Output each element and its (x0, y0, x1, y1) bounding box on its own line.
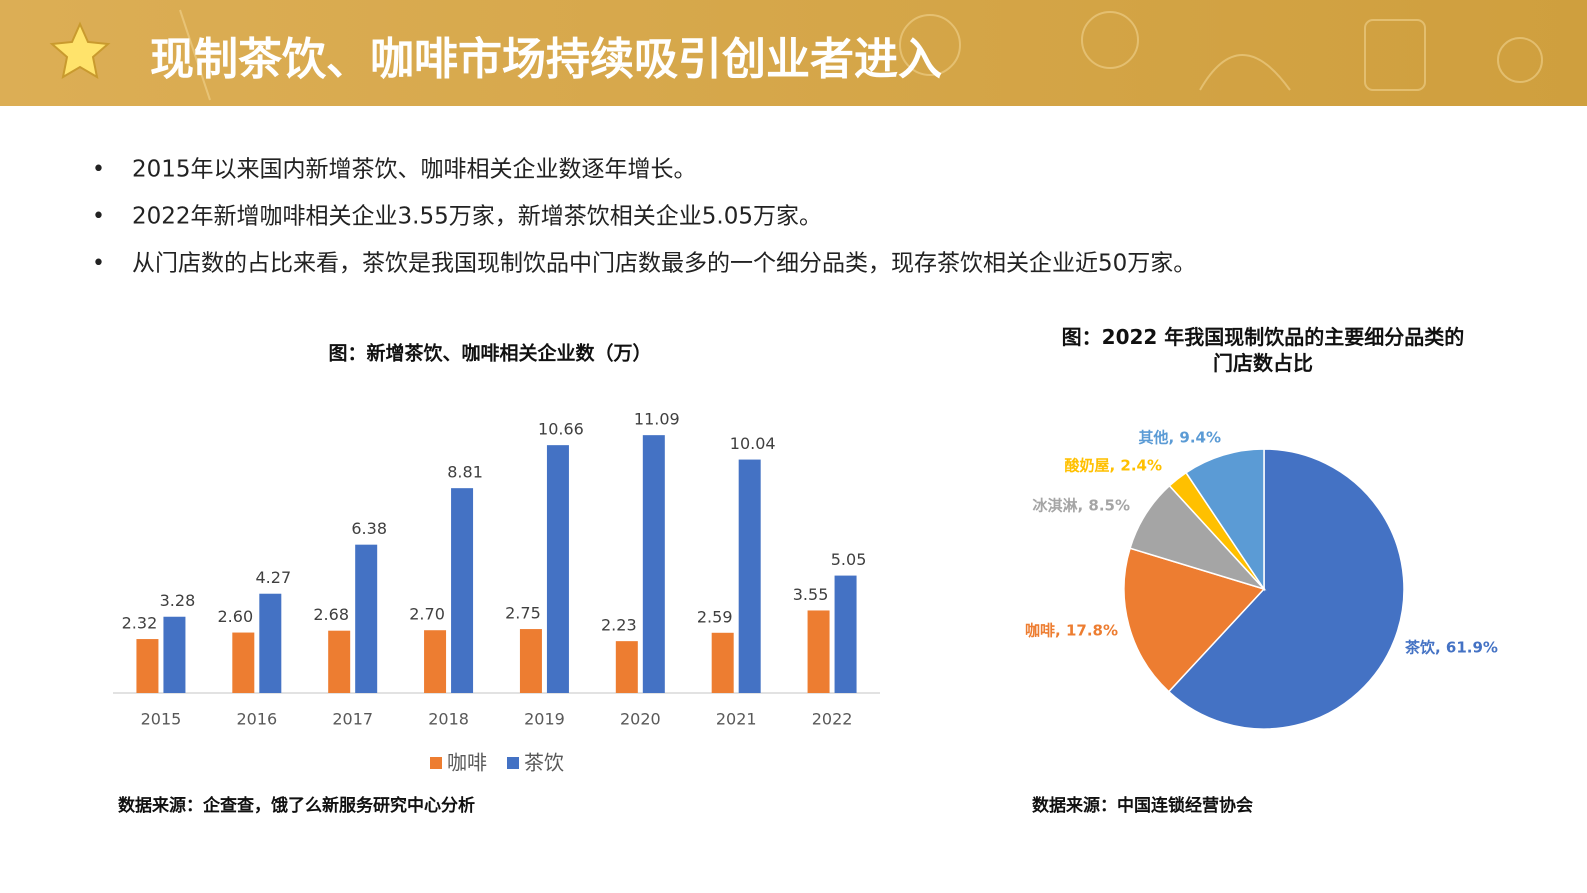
data-label: 茶饮, 61.9% (1405, 639, 1498, 657)
bar (642, 435, 665, 693)
legend-swatch (507, 757, 519, 769)
x-tick-label: 2021 (716, 710, 757, 729)
source-note: 数据来源：企查查，饿了么新服务研究中心分析 (118, 795, 475, 816)
bar (355, 544, 378, 693)
bar (259, 593, 282, 693)
bar (834, 575, 857, 693)
data-label: 6.38 (351, 519, 387, 538)
data-label: 其他, 9.4% (1138, 429, 1221, 447)
data-label: 2.59 (697, 607, 733, 626)
x-tick-label: 2017 (332, 710, 373, 729)
bullet-dot: • (92, 204, 105, 229)
bar (136, 639, 159, 693)
data-label: 11.09 (634, 410, 680, 429)
bullet-text: 2022年新增咖啡相关企业3.55万家，新增茶饮相关企业5.05万家。 (132, 204, 822, 230)
data-label: 2.60 (218, 607, 254, 626)
legend-label: 咖啡 (447, 751, 487, 775)
data-label: 酸奶屋, 2.4% (1064, 457, 1162, 475)
header-band (0, 0, 1587, 106)
x-tick-label: 2018 (428, 710, 469, 729)
data-label: 冰淇淋, 8.5% (1032, 497, 1130, 515)
bullet-dot: • (92, 251, 105, 276)
data-label: 2.68 (313, 605, 349, 624)
data-label: 8.81 (447, 463, 483, 482)
data-label: 4.27 (256, 568, 292, 587)
pie-slice (1123, 547, 1266, 693)
source-note: 数据来源：中国连锁经营协会 (1032, 795, 1253, 816)
header-doodles (179, 9, 1543, 101)
bar (738, 459, 761, 693)
data-label: 咖啡, 17.8% (1025, 622, 1118, 640)
bullet-text: 从门店数的占比来看，茶饮是我国现制饮品中门店数最多的一个细分品类，现存茶饮相关企… (132, 251, 1196, 277)
data-label: 10.04 (730, 434, 776, 453)
bar (615, 641, 638, 693)
x-tick-label: 2019 (524, 710, 565, 729)
bar (807, 610, 830, 693)
bar (519, 629, 542, 693)
bar (328, 630, 351, 693)
bar (232, 632, 255, 693)
bullet-text: 2015年以来国内新增茶饮、咖啡相关企业数逐年增长。 (132, 157, 697, 183)
pie-slice (1184, 448, 1265, 592)
bar (711, 632, 734, 693)
legend-label: 茶饮 (524, 751, 564, 775)
data-label: 2.32 (122, 614, 158, 633)
x-tick-label: 2015 (141, 710, 182, 729)
bullet-dot: • (92, 157, 105, 182)
chart-title: 图：新增茶饮、咖啡相关企业数（万） (328, 342, 651, 365)
data-label: 10.66 (538, 420, 584, 439)
data-label: 3.55 (793, 585, 829, 604)
bar (163, 616, 186, 693)
bar (451, 488, 474, 693)
legend-swatch (430, 757, 442, 769)
page-title: 现制茶饮、咖啡市场持续吸引创业者进入 (150, 34, 942, 85)
data-label: 2.23 (601, 616, 637, 635)
x-tick-label: 2016 (236, 710, 277, 729)
data-label: 2.70 (409, 605, 445, 624)
x-tick-label: 2022 (812, 710, 853, 729)
chart-title: 图：2022 年我国现制饮品的主要细分品类的门店数占比 (1061, 325, 1465, 375)
bar (424, 630, 447, 693)
bar (546, 445, 569, 693)
data-label: 3.28 (160, 591, 196, 610)
star-icon (49, 21, 111, 79)
data-label: 2.75 (505, 604, 541, 623)
pie-slice (1167, 448, 1405, 730)
x-tick-label: 2020 (620, 710, 661, 729)
data-label: 5.05 (831, 550, 867, 569)
